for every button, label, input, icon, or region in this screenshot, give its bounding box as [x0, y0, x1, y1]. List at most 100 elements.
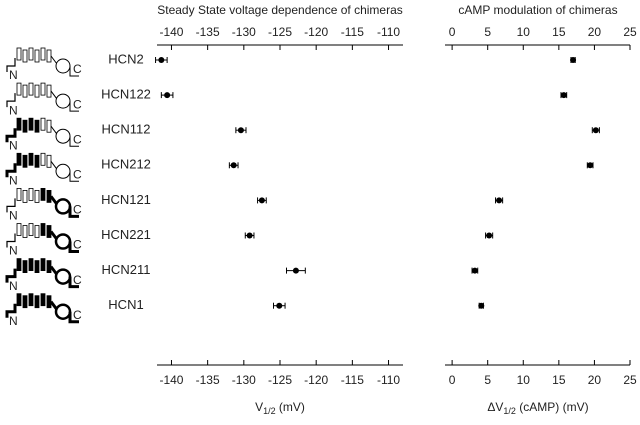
icon-helix [34, 119, 40, 133]
icon-cnbd [55, 58, 71, 74]
x-axis-title-main: V [255, 400, 263, 414]
dot [570, 57, 577, 63]
chart-title: Steady State voltage dependence of chime… [157, 3, 403, 17]
x-tick-label: 25 [623, 373, 637, 387]
x-tick-label: -110 [377, 373, 400, 387]
x-tick-label: 10 [517, 25, 531, 39]
x-tick-label: -130 [232, 373, 256, 387]
x-tick-label: -140 [159, 373, 183, 387]
x-tick-label: -135 [196, 373, 220, 387]
category-label: HCN211 [102, 262, 151, 277]
icon-helix [28, 82, 34, 96]
dot [560, 92, 567, 99]
icon-label: C [73, 308, 82, 322]
category-label: HCN1 [108, 297, 143, 312]
icon-helix [34, 260, 40, 274]
icon-helix [16, 47, 22, 61]
icon-helix [40, 152, 46, 166]
icon-label: N [9, 68, 18, 82]
dot [478, 302, 485, 309]
icon-cnbd [54, 198, 72, 215]
icon-helix [40, 82, 46, 96]
dot [237, 127, 244, 134]
icon-label: N [9, 173, 18, 187]
icon-helix [40, 47, 46, 61]
icon-label: C [73, 167, 82, 181]
icon-label: C [73, 203, 82, 217]
x-tick-label: -130 [232, 25, 256, 39]
icon-helix [40, 117, 46, 131]
dot [164, 92, 171, 99]
icon-label: C [73, 238, 82, 252]
icon-helix [16, 82, 22, 96]
icon-n-terminus [6, 58, 16, 72]
icon-label: C [73, 273, 82, 287]
icon-helix [28, 258, 34, 272]
icon-helix [46, 119, 52, 133]
x-tick-label: -115 [341, 373, 364, 387]
icon-helix [28, 223, 34, 236]
icon-linker [50, 125, 58, 135]
category-label: HCN221 [101, 227, 151, 242]
x-tick-label: 0 [449, 25, 456, 39]
icon-helix [28, 293, 34, 307]
icon-label: N [9, 279, 18, 293]
icon-label: N [9, 314, 18, 328]
x-axis-title: ΔV1/2 (cAMP) (mV) [487, 400, 588, 416]
icon-helix [22, 154, 28, 168]
icon-helix [34, 84, 40, 98]
x-tick-label: -110 [377, 25, 400, 39]
icon-helix [16, 187, 22, 201]
icon-c-terminus [68, 311, 79, 324]
icon-c-terminus [69, 66, 79, 77]
icon-helix [22, 119, 28, 133]
x-axis-title-sub: 1/2 [263, 406, 276, 416]
dot [292, 267, 299, 274]
icon-n-terminus [5, 163, 17, 178]
icon-helix [46, 154, 52, 168]
category-label: HCN212 [101, 157, 151, 172]
icon-helix [16, 258, 22, 272]
icon-helix [40, 223, 46, 236]
icon-cnbd [54, 233, 72, 250]
dot [587, 162, 594, 169]
icon-helix [22, 260, 28, 274]
icon-linker [50, 161, 58, 170]
icon-helix [46, 189, 52, 203]
icon-helix [34, 49, 40, 63]
icon-c-terminus [69, 101, 79, 112]
icon-helix [40, 258, 46, 272]
icon-c-terminus [68, 241, 79, 253]
icon-helix [40, 293, 46, 307]
icon-c-terminus [69, 136, 79, 147]
icon-helix [22, 295, 28, 309]
icon-helix [22, 189, 28, 203]
dot [230, 162, 237, 169]
icon-n-terminus [6, 233, 16, 248]
dot [496, 197, 503, 204]
x-axis-title-rest: (cAMP) (mV) [516, 400, 589, 414]
x-tick-label: 5 [484, 373, 491, 387]
icon-n-terminus [5, 128, 17, 143]
x-axis-title-rest: (mV) [276, 400, 305, 414]
x-tick-label: -135 [196, 25, 220, 39]
x-tick-label: 20 [588, 25, 602, 39]
icon-linker [50, 55, 58, 65]
icon-cnbd [54, 303, 72, 320]
x-tick-label: -120 [304, 373, 328, 387]
icon-helix [16, 152, 22, 166]
icon-helix [46, 225, 52, 238]
icon-helix [40, 187, 46, 201]
dot [276, 302, 283, 309]
icon-label: N [9, 244, 18, 258]
icon-c-terminus [68, 276, 79, 289]
icon-label: C [73, 97, 82, 111]
icon-helix [34, 189, 40, 203]
icon-cnbd [55, 128, 71, 144]
